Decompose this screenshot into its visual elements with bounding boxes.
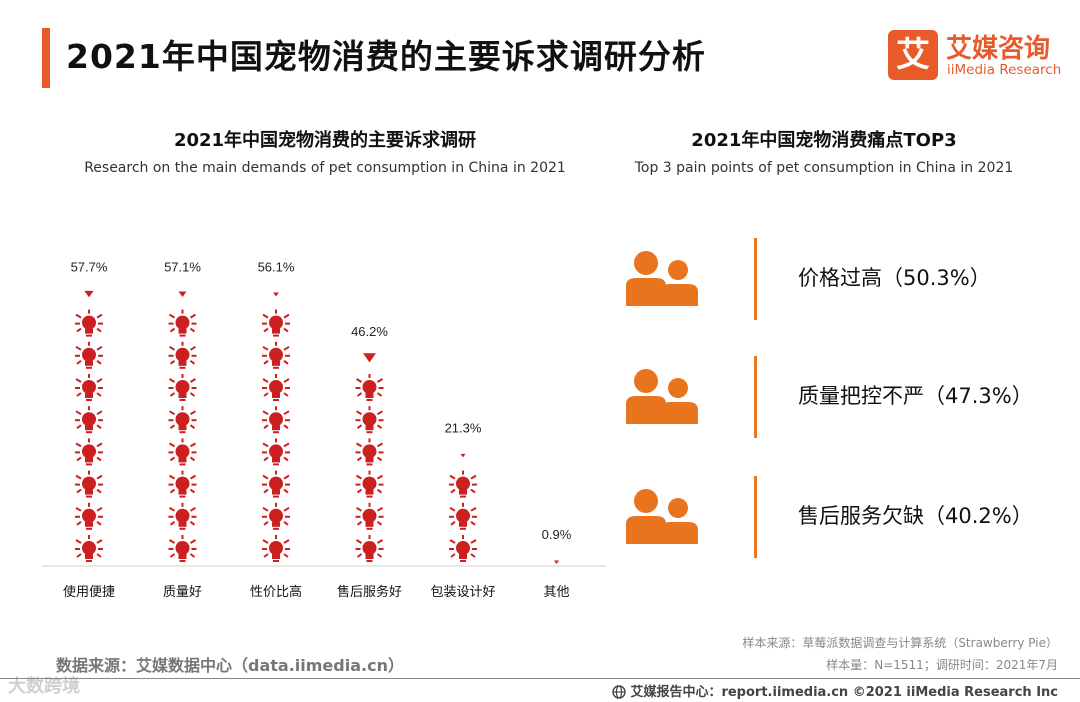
bulb-partial-mark [84,290,94,298]
bulb-mark [167,437,198,467]
bulb-mark [354,469,385,499]
value-label: 21.3% [445,420,482,435]
bulb-mark [167,534,198,563]
bulb-mark [74,340,104,370]
category-label: 售后服务好 [337,584,402,600]
bulb-mark [167,308,198,338]
bulb-mark [74,501,104,531]
bulb-partial-mark [460,453,466,458]
value-label: 46.2% [351,324,388,339]
category-label: 包装设计好 [430,585,495,600]
left-panel-title: 2021年中国宠物消费的主要诉求调研 [173,130,477,151]
value-label: 57.1% [164,259,201,274]
logo-mark: 艾 [888,30,938,80]
bulb-mark [74,437,104,467]
pain-point-row: 价格过高（50.3%） [626,238,1066,320]
brand-logo: 艾 艾媒咨询 iiMedia Research [888,30,1068,86]
watermark: 大数跨境 [8,676,80,697]
value-label: 57.7% [71,259,108,274]
bulb-mark [448,469,478,499]
pain-point-label: 售后服务欠缺（40.2%） [798,504,1033,528]
value-label: 56.1% [258,259,295,274]
bulb-mark [74,405,104,435]
bulb-mark [261,308,291,338]
bulb-mark [74,308,104,338]
demand-pictogram-chart: 57.7% 使用便捷 57.1% 质量好 56.1% 性价比高 46.2% 售后服务好 21.3… [42,259,606,600]
bulb-mark [354,501,385,531]
bulb-mark [74,534,104,563]
bulb-partial-mark [362,353,377,363]
bulb-mark [354,373,385,402]
bulb-partial-mark [554,560,559,564]
pain-divider [754,476,757,558]
bulb-mark [167,469,198,499]
bulb-mark [167,501,198,531]
pain-point-row: 售后服务欠缺（40.2%） [626,476,1066,558]
bulb-mark [354,437,385,467]
bulb-mark [74,373,104,402]
bulb-mark [261,534,291,563]
footer-copyright-text: 艾媒报告中心：report.iimedia.cn ©2021 iiMedia R… [630,685,1058,700]
right-panel-title: 2021年中国宠物消费痛点TOP3 [691,130,957,151]
footer-copyright: 艾媒报告中心：report.iimedia.cn ©2021 iiMedia R… [612,681,1058,700]
left-panel-subtitle: Research on the main demands of pet cons… [84,160,566,176]
bulb-mark [261,501,291,531]
bulb-mark [354,405,385,435]
bulb-mark [261,373,291,402]
pain-point-label: 价格过高（50.3%） [798,266,991,290]
logo-name-cn: 艾媒咨询 [946,34,1051,64]
sample-size-note: 样本量：N=1511；调研时间：2021年7月 [826,658,1058,672]
pain-point-label: 质量把控不严（47.3%） [798,384,1033,408]
data-source: 数据来源：艾媒数据中心（data.iimedia.cn） [56,656,404,675]
logo-name-en: iiMedia Research [947,62,1062,78]
bulb-mark [74,469,104,499]
people-icon [626,251,698,306]
bulb-partial-mark [273,292,279,297]
category-label: 使用便捷 [63,584,115,600]
bulb-mark [448,534,478,563]
people-icon [626,489,698,544]
footer-divider [0,678,1080,679]
title-accent-bar [42,28,50,88]
bulb-mark [448,501,478,531]
bulb-mark [261,469,291,499]
bulb-mark [261,405,291,435]
people-icon [626,369,698,424]
bulb-mark [261,437,291,467]
page-title: 2021年中国宠物消费的主要诉求调研分析 [66,37,706,76]
category-label: 质量好 [163,585,202,600]
pain-divider [754,238,757,320]
right-panel-subtitle: Top 3 pain points of pet consumption in … [634,160,1014,176]
category-label: 其他 [543,585,569,600]
bulb-partial-mark [178,291,187,297]
globe-icon [612,685,627,699]
bulb-mark [167,340,198,370]
bulb-mark [167,373,198,402]
pain-divider [754,356,757,438]
bulb-mark [261,340,291,370]
pain-point-row: 质量把控不严（47.3%） [626,356,1066,438]
bulb-mark [167,405,198,435]
value-label: 0.9% [542,527,572,542]
category-label: 性价比高 [250,584,302,600]
bulb-mark [354,534,385,563]
sample-source-note: 样本来源：草莓派数据调查与计算系统（Strawberry Pie） [742,636,1058,650]
